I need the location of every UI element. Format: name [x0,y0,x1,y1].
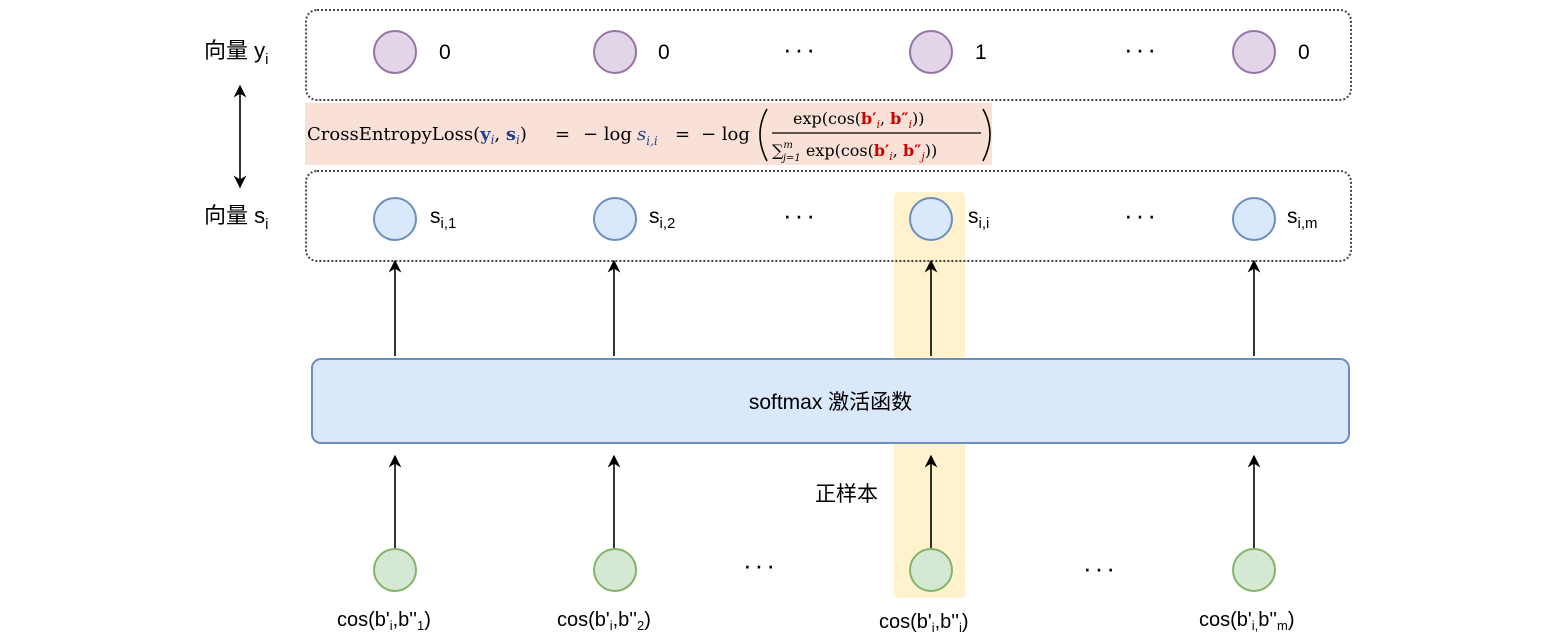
s-node-2 [593,197,637,241]
s-label-1: si,1 [430,205,457,232]
cos-label-1: cos(b'i,b''1) [337,609,431,633]
formula-lhs: CrossEntropyLoss(yi, si) [307,124,527,147]
cos-node-i [909,548,953,592]
y-node-m [1232,30,1276,74]
formula-left-paren [759,108,768,162]
cos-ellipsis-1: ··· [743,550,778,580]
s-node-1 [373,197,417,241]
formula-eq-2: = [675,124,690,145]
s-label-i: si,i [968,205,990,232]
row-label-s: 向量 si [204,203,269,233]
s-ellipsis-1: ··· [783,200,818,230]
cross-entropy-formula: CrossEntropyLoss(yi, si) = − log si,i = … [305,103,992,165]
cos-node-1 [373,548,417,592]
cos-node-m [1232,548,1276,592]
s-label-m: si,m [1287,205,1318,232]
cos-node-2 [593,548,637,592]
formula-eq-1: = [555,124,570,145]
formula-neglog-2: − log [701,124,750,145]
formula-numerator: exp(cos(b′i, b″i)) [793,109,925,131]
formula-denominator: ∑m j=1 exp(cos(b′i, b″j)) [772,140,937,164]
s-label-2: si,2 [649,205,676,232]
cos-label-m: cos(b'i,b''m) [1199,609,1295,633]
s-ellipsis-2: ··· [1124,200,1159,230]
formula-graphic: CrossEntropyLoss(yi, si) = − log si,i = … [307,108,991,164]
y-value-i: 1 [975,41,987,64]
y-value-2: 0 [658,41,670,64]
formula-right-paren [982,108,991,162]
row-label-y: 向量 yi [204,38,269,68]
y-ellipsis-1: ··· [783,34,818,64]
s-node-i [909,197,953,241]
softmax-block: softmax 激活函数 [311,358,1350,444]
cos-label-i: cos(b'i,b''i) [879,611,969,635]
y-node-1 [373,30,417,74]
formula-s-ii: si,i [637,124,658,148]
s-node-m [1232,197,1276,241]
formula-neglog-1: − log [583,124,632,145]
cos-label-2: cos(b'i,b''2) [557,609,651,633]
y-ellipsis-2: ··· [1124,34,1159,64]
y-value-m: 0 [1298,41,1310,64]
y-node-2 [593,30,637,74]
cos-ellipsis-2: ··· [1083,553,1118,583]
softmax-label: softmax 激活函数 [748,391,913,414]
positive-sample-label: 正样本 [815,483,878,506]
y-value-1: 0 [439,41,451,64]
vector-y-box [305,9,1352,101]
y-node-i [909,30,953,74]
vector-s-box [305,170,1352,262]
